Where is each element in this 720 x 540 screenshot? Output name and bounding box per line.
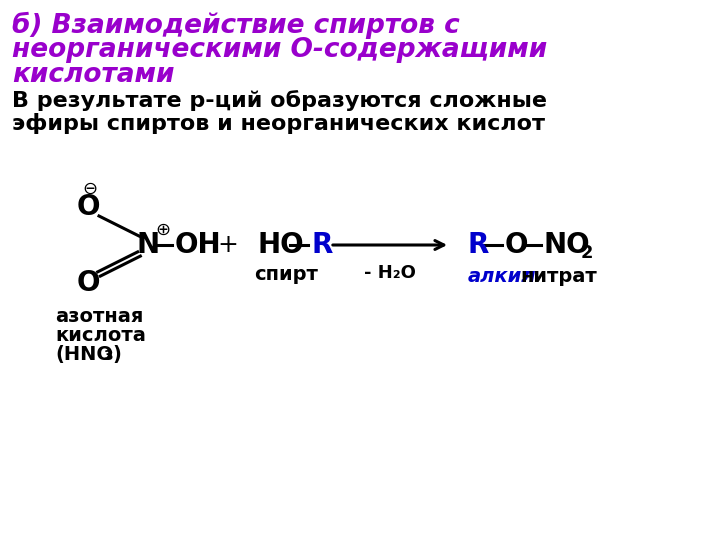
Text: - H₂O: - H₂O (364, 264, 416, 282)
Text: нитрат: нитрат (520, 267, 597, 287)
Text: 2: 2 (581, 244, 593, 262)
Text: OH: OH (175, 231, 222, 259)
Text: O: O (76, 193, 100, 221)
Text: В результате р-ций образуются сложные: В результате р-ций образуются сложные (12, 90, 547, 111)
Text: ⊕: ⊕ (156, 221, 171, 239)
Text: R: R (312, 231, 333, 259)
Text: NO: NO (544, 231, 590, 259)
Text: кислота: кислота (55, 326, 146, 345)
Text: алкил: алкил (468, 267, 536, 287)
Text: ⊖: ⊖ (82, 180, 98, 198)
Text: эфиры спиртов и неорганических кислот: эфиры спиртов и неорганических кислот (12, 113, 545, 134)
Text: O: O (76, 269, 100, 297)
Text: спирт: спирт (254, 266, 318, 285)
Text: азотная: азотная (55, 307, 143, 326)
Text: ): ) (112, 345, 121, 364)
Text: +: + (217, 233, 238, 257)
Text: (HNO: (HNO (55, 345, 113, 364)
Text: неорганическими О-содержащими: неорганическими О-содержащими (12, 37, 547, 63)
Text: N: N (136, 231, 160, 259)
Text: HO: HO (258, 231, 305, 259)
Text: б) Взаимодействие спиртов с: б) Взаимодействие спиртов с (12, 12, 460, 39)
Text: O: O (505, 231, 528, 259)
Text: кислотами: кислотами (12, 62, 174, 88)
Text: R: R (468, 231, 490, 259)
Text: 3: 3 (103, 349, 112, 363)
